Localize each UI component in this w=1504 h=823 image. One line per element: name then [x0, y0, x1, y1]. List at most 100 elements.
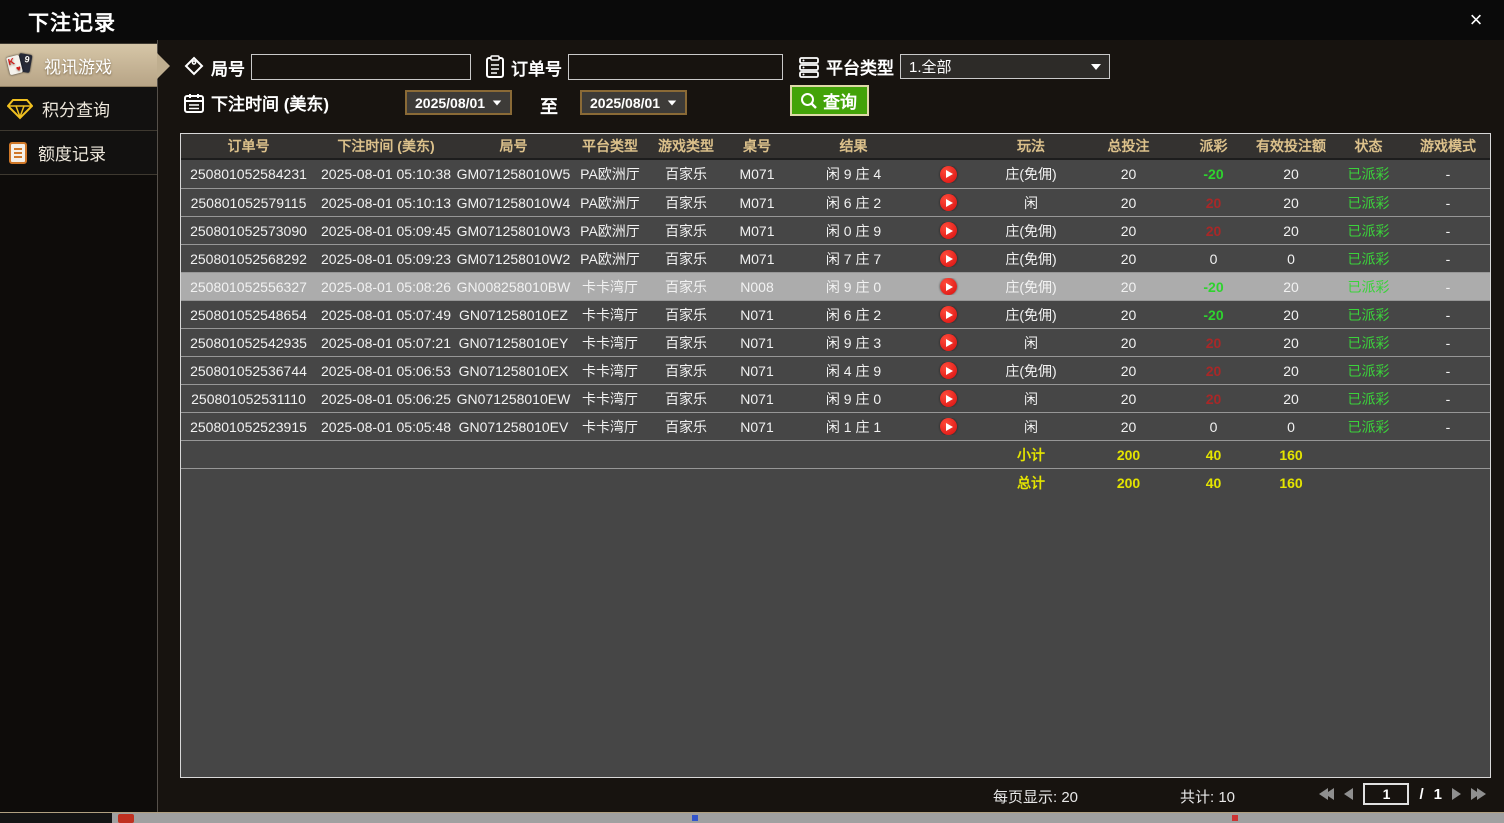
total-payout: 40	[1205, 474, 1222, 491]
table-row[interactable]: 250801052556327 2025-08-01 05:08:26 GN00…	[181, 272, 1490, 300]
cell-valid-bet: 20	[1283, 166, 1299, 182]
table-row[interactable]: 250801052531110 2025-08-01 05:06:25 GN07…	[181, 384, 1490, 412]
query-button[interactable]: 查询	[790, 85, 869, 116]
date-to-picker[interactable]: 2025/08/01	[580, 90, 688, 115]
platform-type-value: 1.全部	[909, 59, 952, 76]
last-page-icon[interactable]	[1471, 788, 1486, 800]
cell-order-no: 250801052556327	[190, 278, 307, 295]
cell-table-no: M071	[739, 222, 775, 239]
filter-bar: 局号 订单号	[158, 40, 1504, 133]
page-number-input[interactable]	[1363, 783, 1410, 805]
cell-bet-time: 2025-08-01 05:07:49	[321, 306, 451, 323]
sidebar-item-points-query[interactable]: 积分查询	[0, 87, 157, 131]
cell-game-type: 百家乐	[665, 390, 707, 407]
replay-play-icon[interactable]	[940, 278, 957, 295]
cell-payout: 0	[1209, 418, 1218, 435]
col-bet-time: 下注时间 (美东)	[337, 138, 435, 154]
order-number-input[interactable]	[568, 54, 783, 80]
cell-table-no: N071	[740, 334, 774, 351]
table-row[interactable]: 250801052584231 2025-08-01 05:10:38 GM07…	[181, 160, 1490, 188]
cell-result: 闲 9 庄 0	[825, 390, 882, 407]
replay-play-icon[interactable]	[940, 362, 957, 379]
prev-page-icon[interactable]	[1344, 788, 1354, 800]
tag-icon	[183, 56, 205, 78]
cell-bet-time: 2025-08-01 05:05:48	[321, 418, 451, 435]
replay-play-icon[interactable]	[940, 390, 957, 407]
pagination-bar: 每页显示: 20 共计: 10 / 1	[158, 778, 1504, 812]
sidebar: 9 K ♥ 视讯游戏 积分查询	[0, 40, 170, 812]
bet-time-label: 下注时间 (美东)	[211, 95, 330, 114]
replay-play-icon[interactable]	[940, 250, 957, 267]
col-table-no: 桌号	[743, 138, 771, 154]
replay-play-icon[interactable]	[940, 306, 957, 323]
cell-round-no: GN071258010EY	[458, 334, 569, 351]
table-row[interactable]: 250801052523915 2025-08-01 05:05:48 GN07…	[181, 412, 1490, 440]
cell-game-mode: -	[1445, 194, 1451, 211]
next-page-icon[interactable]	[1452, 788, 1461, 800]
cell-status: 已派彩	[1347, 334, 1390, 351]
cell-total-bet: 20	[1120, 222, 1137, 239]
query-button-label: 查询	[823, 93, 857, 112]
cell-table-no: N071	[740, 362, 774, 379]
replay-play-icon[interactable]	[940, 418, 957, 435]
cell-game-mode: -	[1445, 250, 1451, 267]
cell-bet-time: 2025-08-01 05:10:38	[321, 166, 451, 182]
cell-valid-bet: 20	[1283, 306, 1299, 323]
col-platform: 平台类型	[582, 138, 638, 154]
cell-game-mode: -	[1445, 222, 1451, 239]
table-row[interactable]: 250801052536744 2025-08-01 05:06:53 GN07…	[181, 356, 1490, 384]
cell-table-no: M071	[739, 250, 775, 267]
playing-cards-icon: 9 K ♥	[6, 53, 33, 76]
replay-play-icon[interactable]	[940, 165, 957, 183]
cell-round-no: GN071258010EX	[458, 362, 569, 379]
cell-total-bet: 20	[1120, 334, 1137, 351]
cell-result: 闲 9 庄 3	[825, 334, 882, 351]
date-from-value: 2025/08/01	[415, 94, 486, 111]
replay-play-icon[interactable]	[940, 334, 957, 351]
total-total-bet: 200	[1116, 474, 1141, 491]
cell-status: 已派彩	[1347, 278, 1390, 295]
cell-order-no: 250801052584231	[190, 166, 307, 182]
cell-status: 已派彩	[1347, 222, 1390, 239]
close-icon[interactable]: ×	[1469, 7, 1483, 32]
cell-bet-time: 2025-08-01 05:09:45	[321, 222, 451, 239]
table-row[interactable]: 250801052548654 2025-08-01 05:07:49 GN07…	[181, 300, 1490, 328]
sidebar-item-label: 视讯游戏	[44, 57, 112, 77]
cell-game-type: 百家乐	[665, 418, 707, 435]
table-row[interactable]: 250801052573090 2025-08-01 05:09:45 GM07…	[181, 216, 1490, 244]
page-separator: /	[1419, 785, 1424, 803]
cell-table-no: N008	[740, 278, 774, 295]
main-panel: 局号 订单号	[158, 40, 1504, 812]
round-number-input[interactable]	[251, 54, 471, 80]
cell-payout: -20	[1203, 166, 1224, 182]
first-page-icon[interactable]	[1319, 788, 1335, 800]
replay-play-icon[interactable]	[940, 194, 957, 211]
cell-bet-type: 闲	[1024, 418, 1038, 435]
sidebar-item-quota-records[interactable]: 额度记录	[0, 131, 157, 175]
round-number-label: 局号	[211, 59, 245, 79]
platform-type-dropdown[interactable]: 1.全部	[900, 54, 1110, 79]
col-total-bet: 总投注	[1107, 138, 1150, 154]
date-to-connector: 至	[540, 97, 558, 117]
col-valid-bet: 有效投注额	[1256, 138, 1326, 154]
table-row[interactable]: 250801052579115 2025-08-01 05:10:13 GM07…	[181, 188, 1490, 216]
cell-platform: 卡卡湾厅	[582, 390, 638, 407]
date-from-picker[interactable]: 2025/08/01	[405, 90, 513, 115]
cell-bet-time: 2025-08-01 05:07:21	[321, 334, 451, 351]
table-row[interactable]: 250801052542935 2025-08-01 05:07:21 GN07…	[181, 328, 1490, 356]
cell-platform: 卡卡湾厅	[582, 278, 638, 295]
sidebar-item-video-games[interactable]: 9 K ♥ 视讯游戏	[0, 43, 170, 87]
cell-order-no: 250801052568292	[190, 250, 307, 267]
background-game-fragment	[1232, 815, 1238, 821]
cell-order-no: 250801052536744	[190, 362, 307, 379]
cell-payout: 20	[1205, 222, 1222, 239]
cell-table-no: N071	[740, 306, 774, 323]
cell-game-type: 百家乐	[665, 166, 707, 182]
background-game-fragment	[0, 813, 112, 823]
col-payout: 派彩	[1199, 138, 1228, 154]
replay-play-icon[interactable]	[940, 222, 957, 239]
table-row[interactable]: 250801052568292 2025-08-01 05:09:23 GM07…	[181, 244, 1490, 272]
bet-records-table: 订单号 下注时间 (美东) 局号 平台类型 游戏类型 桌号 结果 玩法 总投注 …	[180, 133, 1491, 778]
col-bet-type: 玩法	[1017, 138, 1045, 154]
background-game-fragment	[692, 815, 698, 821]
